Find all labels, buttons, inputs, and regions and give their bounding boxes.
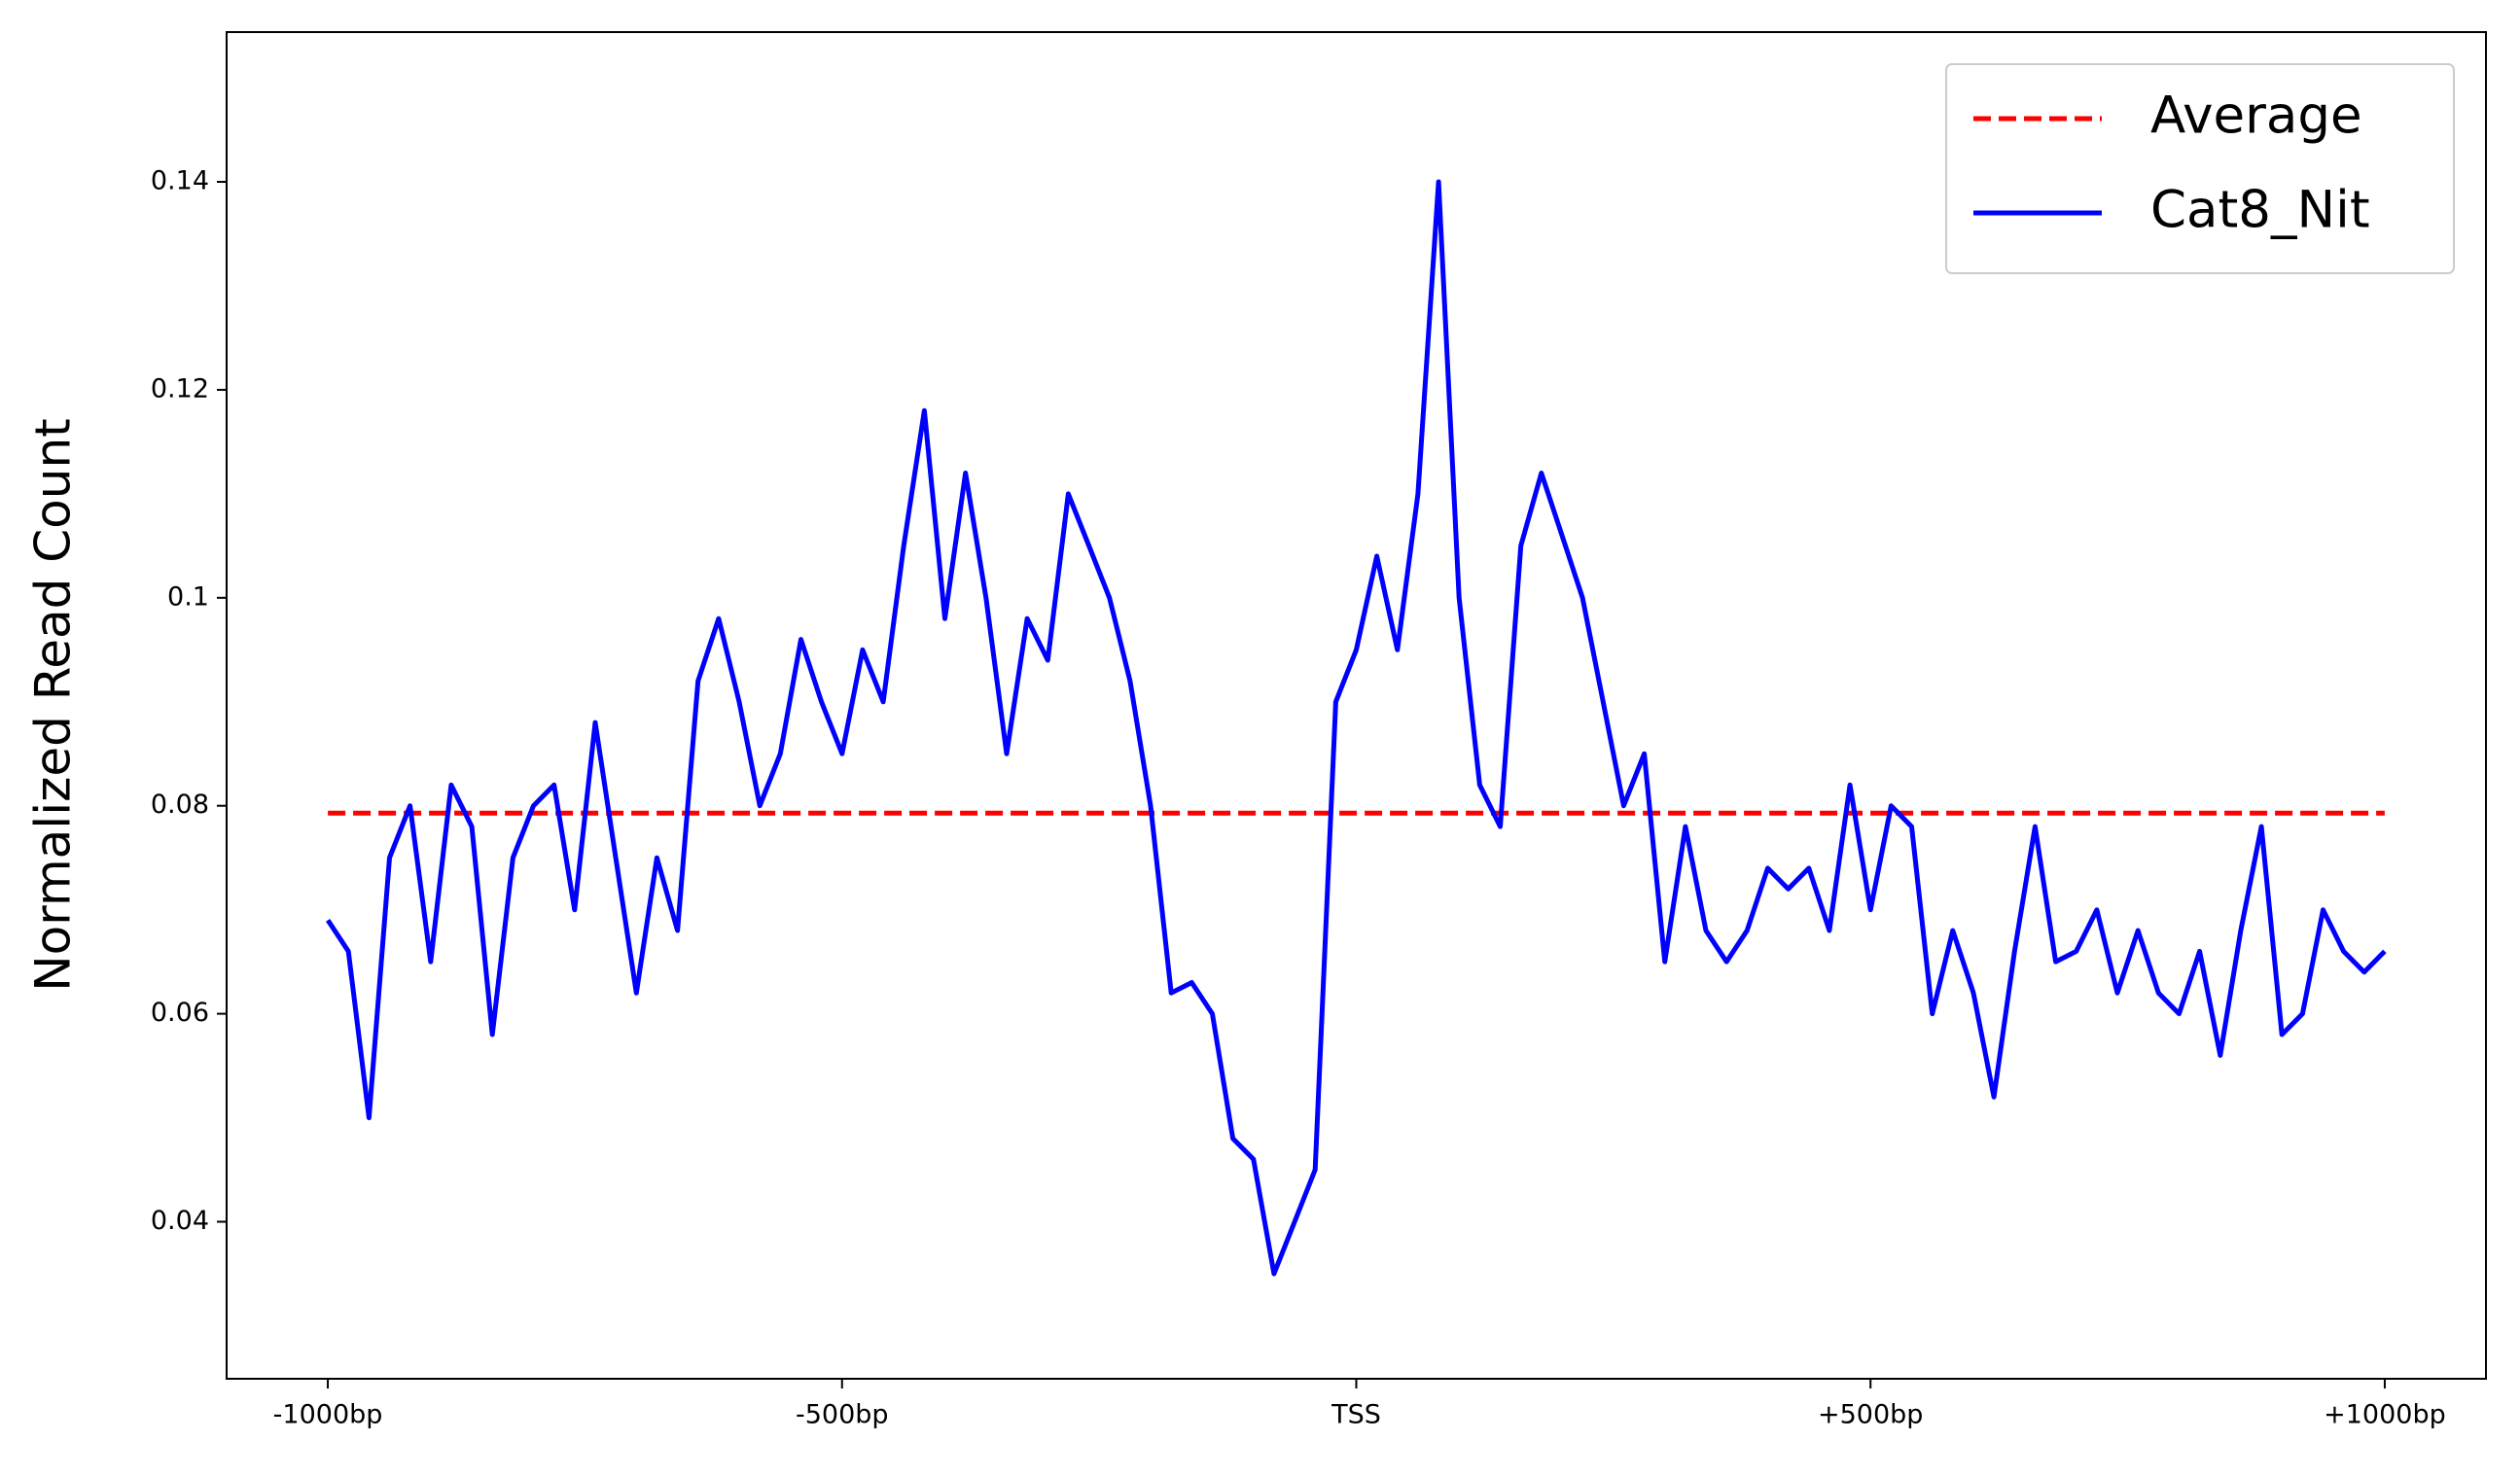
x-tick-label: -1000bp	[273, 1400, 383, 1430]
y-tick-label: 0.14	[151, 166, 209, 196]
x-tick-label: TSS	[1331, 1400, 1381, 1430]
x-tick-label: -500bp	[796, 1400, 889, 1430]
y-axis-label: Normalized Read Count	[25, 418, 82, 991]
x-tick-label: +500bp	[1818, 1400, 1923, 1430]
legend: Average Cat8_Nit	[1945, 63, 2455, 274]
x-tick-label: +1000bp	[2324, 1400, 2446, 1430]
plot-frame	[226, 31, 2487, 1380]
y-tick-label: 0.04	[151, 1206, 209, 1236]
y-tick-label: 0.1	[167, 581, 209, 612]
data-line	[326, 179, 2387, 1277]
y-tick-label: 0.12	[151, 373, 209, 404]
y-tick-label: 0.08	[151, 790, 209, 820]
legend-label: Cat8_Nit	[2150, 181, 2370, 240]
legend-label: Average	[2150, 87, 2362, 146]
y-tick-label: 0.06	[151, 998, 209, 1028]
legend-box	[1945, 63, 2455, 274]
